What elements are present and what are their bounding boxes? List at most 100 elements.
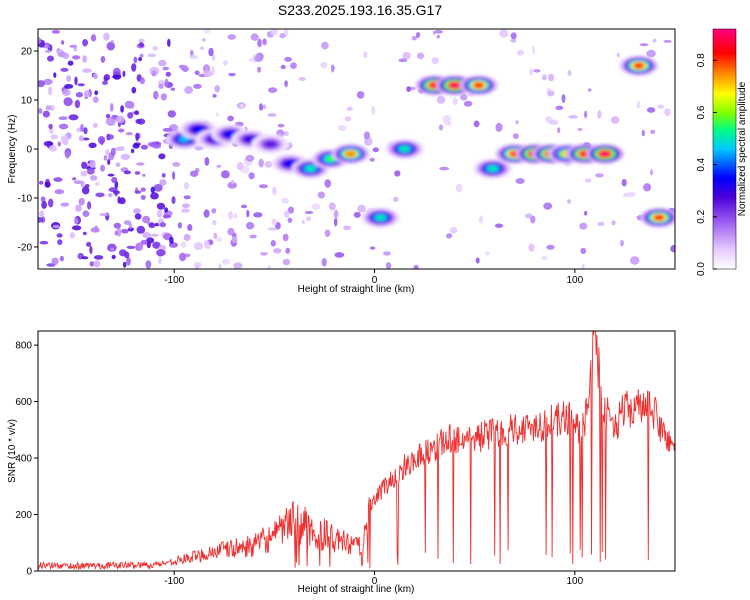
noise-speck	[636, 100, 641, 109]
noise-speck	[363, 51, 368, 59]
noise-speck	[92, 122, 99, 128]
noise-speck	[282, 233, 289, 242]
noise-speck	[81, 161, 87, 169]
noise-speck	[436, 34, 440, 39]
noise-speck	[203, 29, 211, 34]
noise-speck	[43, 140, 54, 147]
noise-speck	[218, 263, 222, 269]
noise-speck	[181, 203, 190, 209]
noise-speck	[579, 222, 588, 230]
noise-speck	[49, 145, 57, 152]
noise-speck	[145, 260, 152, 269]
snr-panel: -100 0 100 0 200 400 600 800 Height of straigh…	[7, 330, 676, 595]
noise-speck	[136, 225, 146, 234]
noise-speck	[150, 192, 159, 200]
signal-blob	[361, 207, 400, 228]
noise-speck	[110, 39, 114, 43]
noise-speck	[39, 180, 44, 185]
blob-layer	[487, 165, 499, 172]
noise-speck	[298, 77, 307, 81]
noise-speck	[160, 93, 167, 101]
noise-speck	[131, 86, 137, 94]
noise-speck	[52, 224, 60, 229]
noise-speck	[372, 147, 379, 153]
noise-speck	[103, 155, 108, 161]
noise-speck	[328, 202, 336, 211]
colorbar-gradient	[712, 28, 737, 270]
noise-speck	[60, 67, 69, 72]
noise-speck	[546, 244, 555, 250]
noise-speck	[88, 142, 97, 149]
noise-speck	[246, 209, 250, 218]
noise-speck	[212, 219, 217, 226]
noise-speck	[283, 131, 289, 136]
noise-speck	[305, 216, 312, 222]
noise-speck	[86, 241, 92, 247]
noise-speck	[184, 86, 194, 95]
noise-speck	[53, 72, 57, 78]
noise-speck	[80, 180, 85, 188]
noise-speck	[183, 195, 191, 200]
noise-speck	[663, 39, 672, 43]
noise-speck	[183, 234, 191, 241]
noise-speck	[577, 127, 583, 132]
noise-speck	[75, 204, 82, 212]
noise-speck	[290, 62, 297, 69]
signal-blob	[331, 143, 370, 164]
noise-speck	[233, 262, 243, 269]
noise-speck	[111, 254, 116, 260]
noise-speck	[150, 186, 155, 194]
noise-speck	[183, 182, 190, 190]
noise-speck	[39, 240, 49, 245]
noise-speck	[77, 83, 85, 87]
noise-speck	[284, 80, 288, 88]
heatmap-y-label: Frequency (Hz)	[7, 115, 18, 184]
noise-speck	[646, 49, 656, 58]
noise-speck	[64, 84, 74, 89]
noise-speck	[69, 232, 75, 239]
noise-speck	[58, 123, 69, 130]
noise-speck	[304, 211, 314, 214]
noise-speck	[540, 255, 548, 261]
noise-speck	[331, 65, 336, 71]
noise-speck	[97, 136, 106, 144]
noise-speck	[111, 176, 118, 184]
noise-speck	[369, 246, 376, 250]
noise-speck	[646, 107, 656, 113]
noise-speck	[178, 64, 188, 69]
x-tick-label: -100	[164, 576, 184, 587]
noise-speck	[171, 196, 176, 205]
noise-speck	[549, 119, 559, 125]
noise-speck	[42, 110, 50, 118]
noise-speck	[473, 120, 480, 128]
noise-speck	[162, 127, 173, 132]
noise-speck	[115, 115, 125, 124]
noise-speck	[584, 211, 588, 216]
noise-speck	[90, 175, 98, 181]
noise-speck	[475, 257, 480, 264]
noise-speck	[216, 164, 222, 168]
signal-blob	[640, 207, 675, 228]
noise-speck	[94, 90, 99, 96]
noise-speck	[44, 49, 52, 53]
noise-speck	[254, 54, 263, 62]
noise-speck	[169, 236, 174, 244]
noise-speck	[460, 94, 468, 101]
noise-speck	[120, 153, 130, 160]
noise-speck	[134, 213, 142, 220]
noise-speck	[585, 178, 592, 183]
noise-speck	[394, 170, 401, 177]
noise-speck	[561, 94, 566, 103]
noise-speck	[203, 209, 210, 218]
noise-speck	[95, 181, 100, 186]
noise-speck	[139, 53, 144, 58]
noise-speck	[64, 151, 70, 159]
noise-speck	[282, 258, 291, 266]
noise-speck	[285, 247, 291, 254]
noise-speck	[515, 120, 519, 125]
noise-speck	[82, 210, 90, 217]
noise-speck	[44, 181, 51, 188]
blob-layer	[633, 62, 645, 69]
noise-speck	[159, 179, 167, 186]
noise-speck	[320, 61, 328, 69]
